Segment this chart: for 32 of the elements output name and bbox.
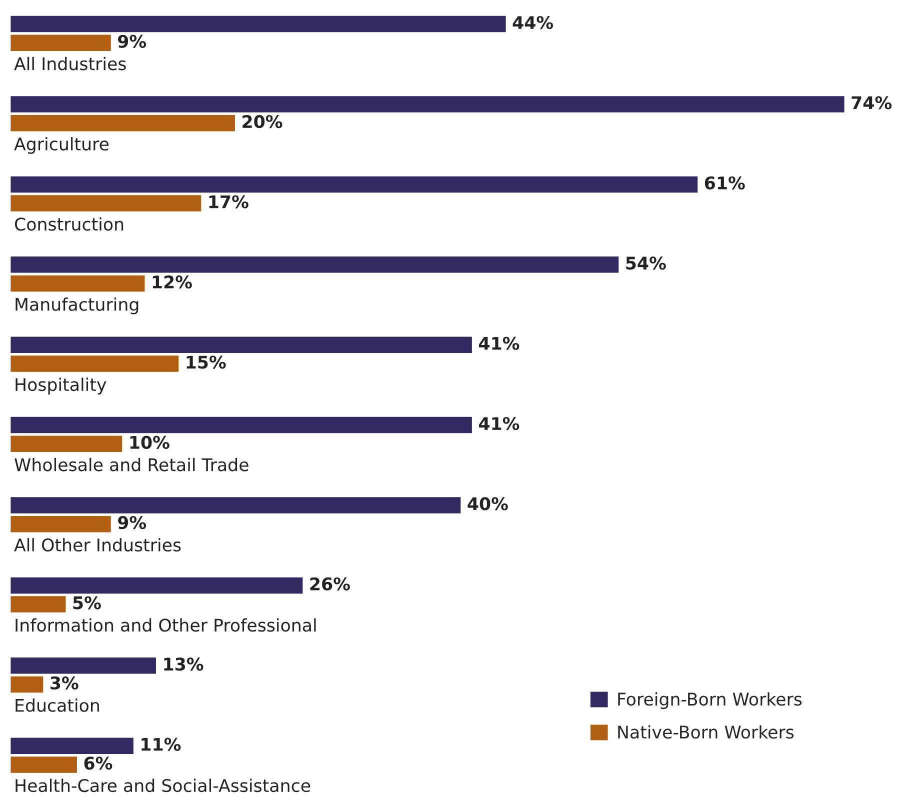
y-tick-label: Manufacturing <box>16 297 138 314</box>
data-label: 13% <box>164 658 204 671</box>
data-label: 11% <box>142 738 181 751</box>
data-label: 61% <box>704 176 745 190</box>
y-tick-label: Wholesale and Retail Trade <box>14 458 248 472</box>
data-label: 17% <box>209 195 248 208</box>
data-label: 74% <box>852 96 892 110</box>
data-label: 44% <box>512 16 554 30</box>
data-label: 9% <box>118 516 146 530</box>
data-label: 41% <box>478 416 520 430</box>
data-label: 9% <box>118 34 146 48</box>
y-tick-label: All Other Industries <box>14 538 181 552</box>
data-label: 5% <box>73 596 101 610</box>
y-tick-label: Agriculture <box>14 137 109 154</box>
data-label: 10% <box>130 436 170 449</box>
data-label: 20% <box>242 115 282 128</box>
y-tick-label: Construction <box>14 217 124 231</box>
data-label: 6% <box>84 756 112 770</box>
data-label: 12% <box>152 275 192 289</box>
data-label: 54% <box>626 256 666 270</box>
data-label: 15% <box>186 356 226 369</box>
y-tick-label: Education <box>16 698 99 712</box>
legend-label: Native-Born Workers <box>618 725 794 739</box>
y-tick-label: Health-Care and Social-Assistance <box>16 778 310 792</box>
data-label: 3% <box>50 676 78 690</box>
data-label: 26% <box>310 577 350 590</box>
y-tick-label: All Industries <box>14 56 126 70</box>
data-label: 40% <box>468 497 508 510</box>
y-tick-label: Information and Other Professional <box>16 618 316 632</box>
legend-label: Foreign-Born Workers <box>618 692 802 710</box>
y-tick-label: Hospitality <box>16 378 106 394</box>
data-label: 41% <box>478 336 520 350</box>
